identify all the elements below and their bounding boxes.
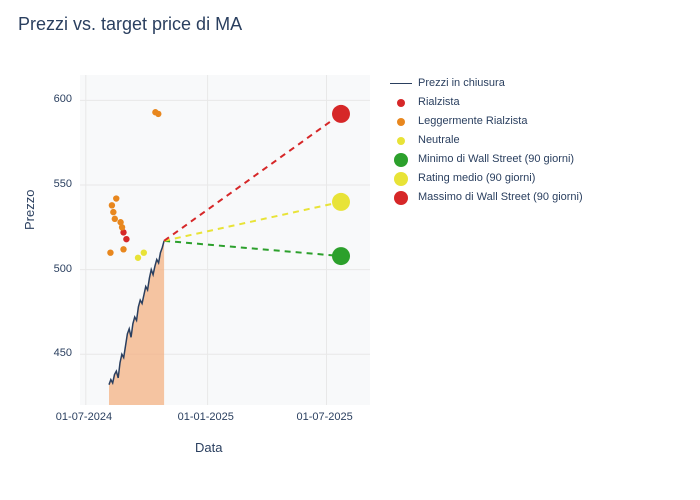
legend-dot-swatch [397,137,405,145]
y-tick-label: 500 [54,263,72,275]
legend-label: Rating medio (90 giorni) [418,169,535,188]
legend-bigdot-swatch [394,153,408,167]
legend-dot-swatch [397,99,405,107]
legend-item: Rating medio (90 giorni) [390,169,583,188]
legend-item: Prezzi in chiusura [390,74,583,93]
legend-label: Prezzi in chiusura [418,74,505,93]
legend-label: Minimo di Wall Street (90 giorni) [418,150,574,169]
x-tick-label: 01-01-2025 [178,411,234,423]
legend-label: Neutrale [418,131,460,150]
y-tick-label: 450 [54,347,72,359]
chart-svg [0,0,700,500]
y-tick-label: 550 [54,178,72,190]
legend-label: Rialzista [418,93,460,112]
y-axis-label: Prezzo [22,190,37,230]
x-axis-label: Data [195,440,222,455]
legend-item: Minimo di Wall Street (90 giorni) [390,150,583,169]
legend-line-swatch [390,83,412,84]
chart-legend: Prezzi in chiusuraRialzistaLeggermente R… [390,74,583,207]
legend-item: Massimo di Wall Street (90 giorni) [390,188,583,207]
legend-dot-swatch [397,118,405,126]
y-tick-label: 600 [54,93,72,105]
legend-bigdot-swatch [394,191,408,205]
legend-item: Leggermente Rialzista [390,112,583,131]
x-tick-label: 01-07-2025 [297,411,353,423]
legend-bigdot-swatch [394,172,408,186]
x-tick-label: 01-07-2024 [56,411,112,423]
legend-item: Neutrale [390,131,583,150]
legend-label: Leggermente Rialzista [418,112,527,131]
legend-item: Rialzista [390,93,583,112]
legend-label: Massimo di Wall Street (90 giorni) [418,188,583,207]
